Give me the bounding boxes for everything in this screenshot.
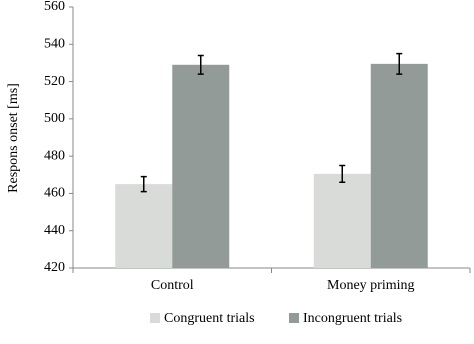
bar [370, 63, 428, 268]
legend-swatch [289, 313, 299, 323]
error-bar [396, 52, 403, 75]
legend-swatch [150, 313, 160, 323]
legend-label: Incongruent trials [303, 311, 402, 326]
x-tick-label: Money priming [327, 278, 415, 293]
legend-label: Congruent trials [164, 311, 255, 326]
y-tick-label: 460 [44, 186, 65, 201]
y-axis-label: Respons onset [ms] [6, 83, 21, 193]
x-tick-label: Control [151, 278, 194, 293]
y-tick-label: 500 [44, 111, 65, 126]
y-tick-label: 540 [44, 37, 65, 52]
error-bar [140, 175, 147, 193]
bar [172, 64, 230, 269]
bar [313, 173, 371, 268]
error-bar [339, 164, 346, 183]
y-tick-label: 420 [44, 260, 65, 275]
y-tick-label: 560 [44, 0, 65, 14]
error-bar [197, 54, 204, 75]
bar [115, 184, 173, 268]
y-tick-label: 480 [44, 148, 65, 163]
y-tick-label: 520 [44, 74, 65, 89]
y-tick-label: 440 [44, 223, 65, 238]
